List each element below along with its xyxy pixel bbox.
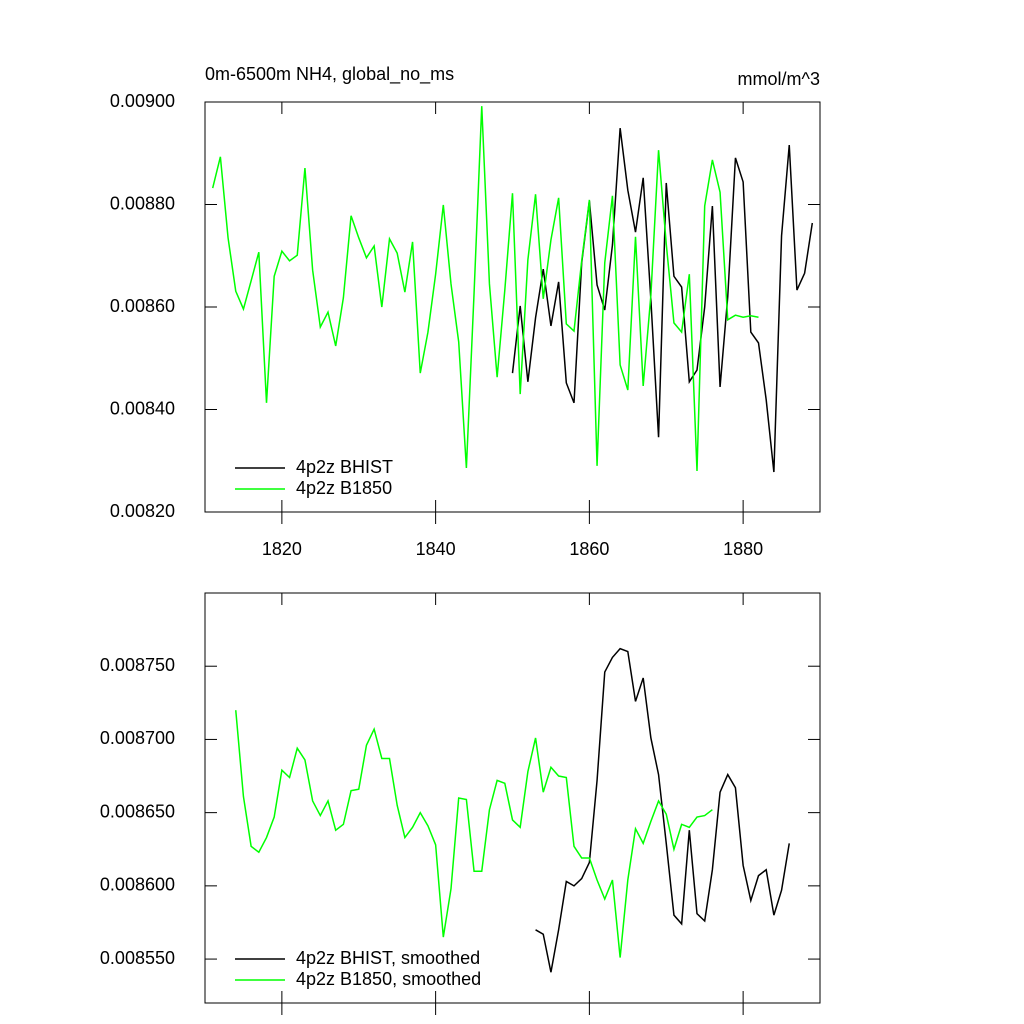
chart-title: 0m-6500m NH4, global_no_ms	[205, 64, 454, 85]
legend-label: 4p2z B1850	[296, 478, 392, 498]
y-tick-label: 0.008650	[100, 801, 175, 821]
legend-label: 4p2z B1850, smoothed	[296, 969, 481, 989]
data-line	[235, 710, 713, 958]
data-line	[511, 128, 814, 473]
y-tick-label: 0.008600	[100, 875, 175, 895]
data-line	[211, 106, 759, 472]
data-line	[535, 647, 790, 973]
plot-frame	[204, 101, 821, 513]
y-tick-label: 0.00880	[110, 193, 175, 213]
x-tick-label: 1820	[262, 539, 302, 559]
x-tick-label: 1840	[416, 539, 456, 559]
y-tick-label: 0.008750	[100, 655, 175, 675]
x-tick-label: 1880	[723, 539, 763, 559]
y-tick-label: 0.00900	[110, 91, 175, 111]
plot-frame	[204, 592, 821, 1004]
y-tick-label: 0.00860	[110, 296, 175, 316]
units-label: mmol/m^3	[738, 69, 820, 89]
y-tick-label: 0.008700	[100, 728, 175, 748]
x-tick-label: 1860	[569, 539, 609, 559]
legend-label: 4p2z BHIST	[296, 457, 393, 477]
legend-label: 4p2z BHIST, smoothed	[296, 948, 480, 968]
y-tick-label: 0.008550	[100, 948, 175, 968]
y-tick-label: 0.00820	[110, 501, 175, 521]
y-tick-label: 0.00840	[110, 398, 175, 418]
